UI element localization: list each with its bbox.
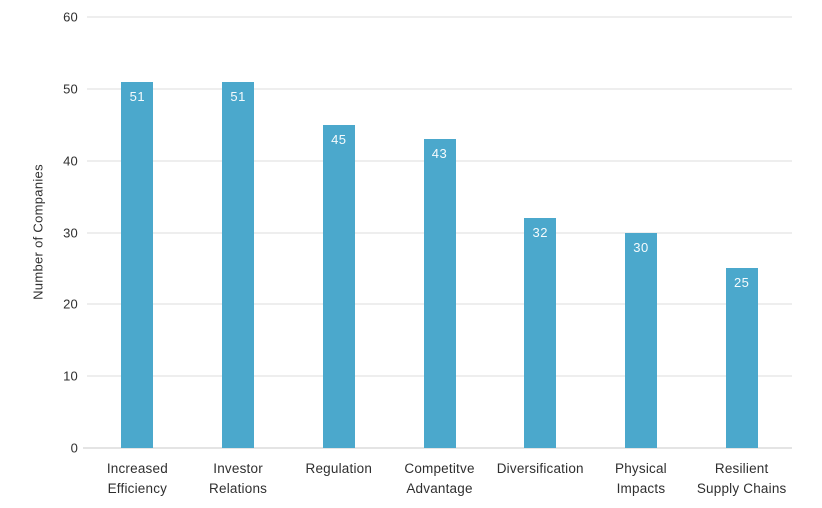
- x-axis-labels: Increased Efficiency Investor Relations Re…: [87, 459, 792, 498]
- y-tick-label: 40: [63, 153, 78, 169]
- x-tick-label: Competitve Advantage: [404, 461, 475, 496]
- y-tick-label: 20: [63, 296, 78, 312]
- x-axis-baseline: [83, 447, 792, 449]
- x-tick-label: Regulation: [305, 461, 373, 476]
- bar-column: 51: [188, 17, 289, 448]
- bar: 25: [725, 268, 758, 448]
- bar-value-label: 30: [633, 239, 649, 255]
- bar-column: 25: [691, 17, 792, 448]
- x-tick-label: Investor Relations: [209, 461, 268, 496]
- gridline: [87, 88, 792, 90]
- bar-column: 32: [490, 17, 591, 448]
- bar-value-label: 25: [733, 275, 750, 291]
- y-tick-label: 30: [63, 225, 78, 240]
- bar: 51: [222, 81, 255, 448]
- x-tick-label: Increased Efficiency: [106, 461, 168, 496]
- bar-value-label: 45: [331, 131, 347, 147]
- y-tick-label: 60: [63, 9, 78, 25]
- bar-series: 51 51 45 43 32 30 25: [87, 17, 792, 448]
- plot-area: 51 51 45 43 32 30 25: [83, 16, 792, 449]
- bar: 32: [524, 218, 557, 448]
- bar-value-label: 32: [532, 225, 548, 241]
- gridline: [87, 16, 792, 18]
- bar: 43: [423, 139, 456, 448]
- bar-value-label: 43: [431, 146, 448, 162]
- bar-column: 30: [591, 17, 692, 448]
- bar-column: 45: [288, 17, 389, 448]
- bar-column: 51: [87, 17, 188, 448]
- bar: 51: [121, 81, 154, 448]
- y-axis-ticks: 0 10 20 30 40 50 60: [0, 10, 78, 456]
- bar: 45: [322, 124, 355, 448]
- bar-value-label: 51: [230, 88, 246, 104]
- y-tick-label: 10: [63, 368, 78, 384]
- x-tick-label: Resilient Supply Chains: [696, 461, 787, 496]
- bar: 30: [624, 232, 657, 448]
- x-tick-label: Physical Impacts: [615, 461, 667, 496]
- bar-column: 43: [389, 17, 490, 448]
- y-tick-label: 50: [63, 81, 78, 97]
- x-tick-label: Diversification: [496, 461, 584, 476]
- y-tick-label: 0: [70, 440, 78, 456]
- bar-value-label: 51: [129, 88, 146, 104]
